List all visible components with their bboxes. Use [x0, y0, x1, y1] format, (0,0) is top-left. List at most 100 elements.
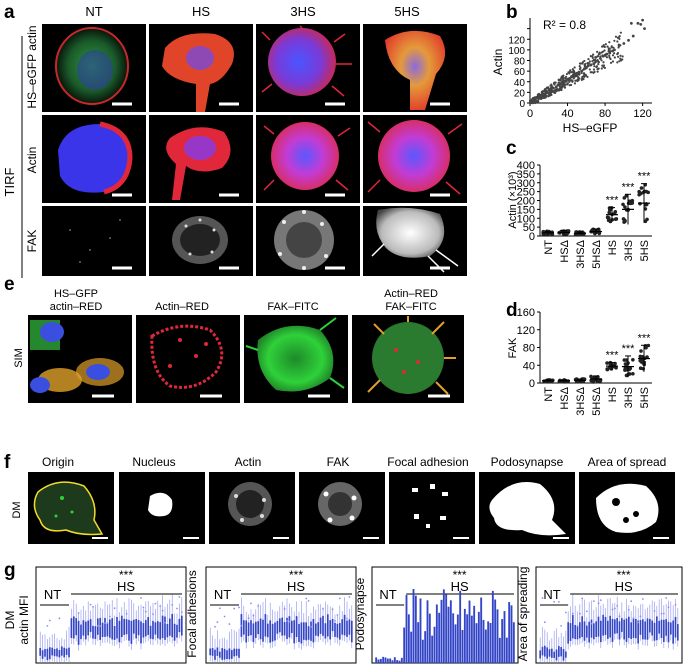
panel-g-box — [254, 621, 257, 638]
panel-g-box — [77, 620, 80, 645]
panel-g-bar — [407, 614, 410, 663]
panel-b-point — [558, 87, 562, 90]
panel-c-ytick-label: 100 — [517, 213, 535, 225]
panel-letter-a: a — [4, 2, 15, 23]
panel-g-box — [635, 618, 637, 639]
panel-g-box — [137, 620, 140, 636]
panel-b-xtick-label: 120 — [633, 108, 651, 120]
panel-g-bar — [463, 608, 466, 663]
panel-g-box — [586, 625, 588, 638]
panel-g-box — [159, 622, 162, 640]
panel-g-outlier — [637, 621, 640, 624]
panel-g-box — [331, 619, 334, 632]
panel-g-box — [176, 624, 178, 638]
panel-b-point — [586, 75, 589, 78]
panel-d-significance: *** — [622, 343, 636, 355]
panel-b-point — [550, 86, 554, 89]
panel-g-box — [300, 622, 303, 644]
panel-g-box — [343, 614, 346, 636]
panel-g-box — [298, 623, 300, 642]
panel-g-box — [266, 623, 269, 638]
panel-g-bar — [468, 600, 471, 663]
panel-g-box — [281, 617, 284, 636]
panel-g-box — [628, 616, 630, 638]
panel-c-significance: *** — [638, 171, 652, 183]
panel-g-box — [295, 616, 298, 638]
panel-b-ytick-label: 80 — [514, 57, 526, 68]
panel-g-box — [58, 650, 61, 658]
panel-g-box — [567, 622, 569, 644]
panel-b-point — [542, 96, 545, 99]
panel-b-ytick-label: 100 — [508, 46, 525, 57]
panel-g-bar — [470, 615, 473, 663]
panel-g-box — [142, 623, 145, 638]
panel-g-outlier — [338, 597, 341, 600]
panel-g-outlier — [613, 607, 616, 610]
panel-b-point — [565, 80, 568, 83]
panel-g-box — [649, 618, 651, 633]
panel-g-box — [290, 620, 293, 634]
panel-d-ytick-label: 0 — [529, 378, 535, 390]
panel-g-outlier — [99, 625, 102, 628]
panel-b-point — [544, 87, 547, 91]
panel-g-hs-label: HS — [615, 579, 633, 594]
panel-g-outlier — [96, 624, 99, 627]
panel-g-subplot-2: NT ***HS — [205, 566, 357, 664]
panel-g-box — [609, 615, 611, 638]
panel-g-outlier — [571, 612, 574, 615]
panel-b-point — [621, 58, 624, 61]
panel-g-frame — [35, 566, 187, 664]
panel-c-ytick-label: 0 — [529, 231, 535, 243]
panel-b-point — [593, 61, 596, 64]
panel-g-outlier — [674, 603, 677, 606]
panel-g-outlier — [665, 597, 668, 599]
panel-b-point — [583, 59, 586, 63]
panel-b-point — [616, 36, 619, 39]
image-a-r1-5hs — [363, 24, 467, 112]
panel-b-xtick-label: 80 — [599, 108, 611, 120]
panel-b-point — [566, 83, 569, 86]
panel-c-point — [639, 186, 644, 190]
panel-b-xtick-label: 0 — [527, 108, 533, 120]
panel-b-point — [596, 50, 599, 53]
panel-c-point — [627, 199, 632, 204]
panel-g-bar — [459, 590, 462, 663]
panel-f-header-origin: Origin — [42, 455, 74, 469]
panel-g-outlier — [152, 613, 154, 616]
panel-d-significance: *** — [606, 350, 620, 362]
panel-b-point — [613, 39, 616, 42]
image-e-1 — [28, 315, 132, 403]
panel-g-bar — [393, 657, 396, 663]
panel-c-category-label: 3HSΔ — [575, 239, 587, 268]
panel-g-box — [228, 648, 231, 660]
panel-g-bar — [505, 637, 508, 663]
panel-b-point — [641, 18, 645, 22]
panel-g-box — [621, 618, 623, 632]
panel-g-nt-label: NT — [543, 587, 560, 602]
panel-g-outlier — [346, 617, 348, 620]
panel-c-point — [607, 210, 612, 215]
panel-b-point — [568, 80, 571, 84]
panel-b-point — [578, 65, 581, 68]
panel-c-category-label: HS — [607, 240, 619, 255]
panel-b-point — [564, 75, 568, 78]
panel-g-box — [348, 619, 351, 635]
panel-c-point — [613, 209, 618, 214]
panel-f-header-fak: FAK — [327, 455, 350, 469]
panel-b-ytick-label: 20 — [514, 88, 526, 99]
panel-c-point — [638, 201, 642, 206]
panel-g-bar — [512, 622, 515, 663]
panel-g-outlier — [305, 597, 308, 600]
panel-c-marks: NT HSΔ 3HSΔ 5HSΔ HS *** 3HS *** 5HS *** — [541, 171, 651, 269]
panel-b-point — [587, 57, 590, 61]
panel-b-point — [617, 46, 620, 49]
panel-b-point — [573, 82, 577, 85]
panel-g-bar — [433, 626, 436, 663]
panel-letter-f: f — [4, 452, 11, 473]
panel-b-point — [619, 54, 622, 57]
panel-b-xtick-label: 40 — [561, 108, 573, 120]
panel-b-point — [613, 52, 616, 55]
panel-g-bar — [498, 637, 501, 663]
panel-b-point — [536, 99, 539, 102]
